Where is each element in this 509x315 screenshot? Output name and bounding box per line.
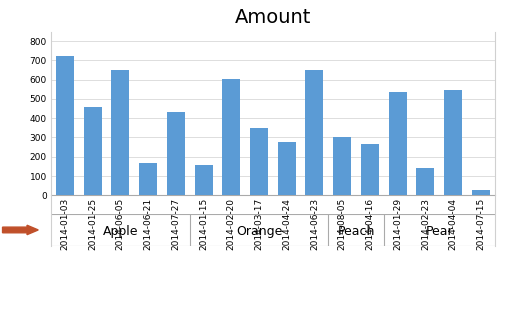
Bar: [222, 79, 240, 195]
Bar: [83, 107, 101, 195]
Bar: [194, 165, 212, 195]
Text: Pear: Pear: [425, 225, 452, 238]
Bar: [388, 92, 406, 195]
Bar: [139, 163, 157, 195]
Bar: [305, 70, 323, 195]
Text: Orange: Orange: [235, 225, 281, 238]
Text: Peach: Peach: [336, 225, 374, 238]
Bar: [471, 191, 489, 195]
Bar: [166, 112, 184, 195]
Bar: [415, 168, 434, 195]
Bar: [443, 90, 461, 195]
Bar: [249, 128, 267, 195]
Bar: [360, 144, 378, 195]
Bar: [111, 70, 129, 195]
Bar: [56, 55, 74, 195]
Title: Amount: Amount: [234, 8, 310, 27]
Bar: [332, 137, 351, 195]
Text: Apple: Apple: [102, 225, 138, 238]
Bar: [277, 142, 295, 195]
